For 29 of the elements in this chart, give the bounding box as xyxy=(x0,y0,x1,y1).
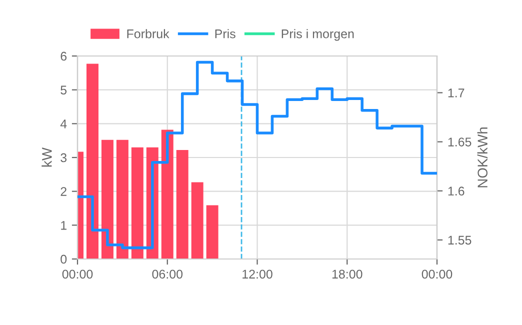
x-tick-label: 00:00 xyxy=(422,270,452,279)
y-tick-label: 5 xyxy=(60,86,67,94)
y-tick-label: 1 xyxy=(61,221,66,230)
x-tick-label: 18:00 xyxy=(332,270,362,279)
x-tick-label: 12:00 xyxy=(242,270,272,279)
y-axis-title: kW xyxy=(42,148,52,167)
x-tick-label: 06:00 xyxy=(152,270,183,279)
y-tick-label: 0 xyxy=(60,254,67,264)
y-tick-label: 4 xyxy=(60,120,67,128)
y2-tick-label: 1.7 xyxy=(448,88,464,98)
legend-label: Pris i morgen xyxy=(282,29,354,41)
legend-label: Pris xyxy=(215,29,236,38)
legend-label: Forbruk xyxy=(127,29,170,38)
y2-tick-label: 1.65 xyxy=(448,138,472,146)
bar xyxy=(176,150,188,259)
y2-tick-label: 1.55 xyxy=(448,236,472,245)
y2-axis-title: NOK/kWh xyxy=(477,128,488,188)
bar xyxy=(116,140,128,259)
y-tick-label: 2 xyxy=(60,187,66,196)
x-tick-label: 00:00 xyxy=(62,270,93,279)
y2-tick-label: 1.6 xyxy=(448,186,464,196)
bar xyxy=(161,130,174,259)
y-tick-label: 3 xyxy=(60,153,67,162)
bar xyxy=(206,205,218,259)
y-tick-label: 6 xyxy=(60,52,67,61)
bar xyxy=(131,147,144,259)
bar xyxy=(191,182,204,259)
bar xyxy=(86,64,98,259)
bar xyxy=(101,140,114,259)
